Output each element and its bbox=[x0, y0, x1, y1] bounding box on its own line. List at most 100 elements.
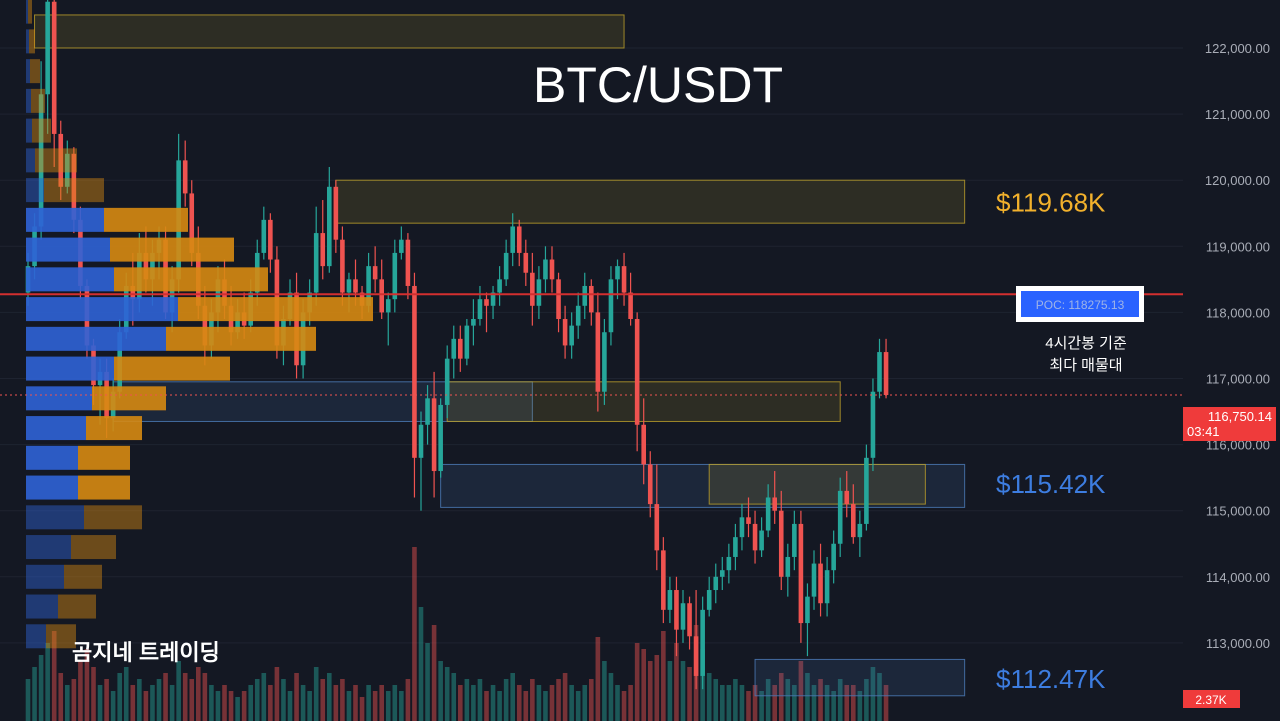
volume-bar bbox=[647, 661, 653, 721]
volume-bar bbox=[150, 685, 155, 721]
candle-body bbox=[189, 193, 195, 253]
volume-bar bbox=[733, 679, 738, 721]
candle-body bbox=[680, 603, 686, 630]
volume-profile-sell bbox=[58, 594, 96, 619]
candle-body bbox=[713, 576, 719, 591]
candle-body bbox=[778, 510, 784, 577]
candle-body bbox=[150, 252, 155, 280]
candle-body bbox=[490, 292, 496, 306]
volume-bar bbox=[78, 661, 83, 721]
candle-body bbox=[444, 358, 450, 405]
volume-bar bbox=[471, 685, 476, 721]
candle-body bbox=[792, 523, 797, 557]
volume-bar bbox=[837, 679, 843, 721]
volume-bar bbox=[759, 691, 764, 721]
volume-bar bbox=[287, 691, 293, 721]
candle-body bbox=[720, 570, 725, 577]
volume-bar bbox=[523, 691, 529, 721]
volume-bar bbox=[123, 667, 129, 721]
candle-body bbox=[458, 338, 463, 359]
volume-badge-label: 2.37K bbox=[1195, 693, 1226, 707]
y-tick-label: 122,000.00 bbox=[1205, 41, 1270, 56]
candle-body bbox=[425, 398, 430, 425]
volume-bar bbox=[274, 667, 280, 721]
volume-profile-buy bbox=[26, 356, 114, 381]
price-axis[interactable]: 113,000.00 114,000.00 115,000.00 116,000.00… bbox=[1183, 0, 1280, 721]
volume-bar bbox=[156, 679, 162, 721]
candle-body bbox=[484, 299, 489, 306]
volume-bar bbox=[189, 679, 195, 721]
volume-profile-sell bbox=[29, 29, 35, 54]
volume-bar bbox=[241, 691, 247, 721]
candle-body bbox=[746, 517, 751, 524]
volume-profile-sell bbox=[86, 416, 142, 441]
price-zone-yellow bbox=[708, 463, 926, 505]
volume-bar bbox=[575, 691, 581, 721]
candle-body bbox=[385, 299, 391, 313]
candle-body bbox=[595, 312, 601, 392]
volume-bar bbox=[549, 685, 555, 721]
volume-bar bbox=[32, 667, 37, 721]
candle-body bbox=[785, 556, 791, 577]
candle-body bbox=[621, 266, 627, 293]
candle-body bbox=[772, 497, 777, 511]
candle-body bbox=[58, 133, 64, 187]
volume-bar bbox=[674, 643, 679, 721]
volume-bar bbox=[444, 667, 450, 721]
volume-profile-sell bbox=[110, 237, 234, 262]
candle-body bbox=[261, 219, 267, 253]
candle-body bbox=[320, 233, 326, 267]
candle-body bbox=[71, 153, 77, 220]
level-label: $112.47K bbox=[996, 664, 1106, 694]
volume-bar bbox=[589, 679, 594, 721]
volume-profile-buy bbox=[26, 0, 28, 24]
volume-bar bbox=[831, 691, 836, 721]
candle-body bbox=[877, 352, 882, 392]
volume-profile-buy bbox=[26, 386, 92, 411]
candle-body bbox=[471, 319, 476, 326]
volume-bar bbox=[484, 691, 489, 721]
volume-bar bbox=[261, 673, 267, 721]
y-tick-label: 113,000.00 bbox=[1206, 636, 1270, 651]
volume-profile-buy bbox=[26, 535, 71, 560]
volume-bar bbox=[196, 667, 201, 721]
volume-bar bbox=[608, 673, 614, 721]
volume-bar bbox=[222, 685, 227, 721]
volume-bar bbox=[38, 655, 44, 721]
volume-bar bbox=[228, 691, 234, 721]
volume-profile-buy bbox=[26, 564, 64, 589]
volume-bar bbox=[543, 691, 548, 721]
price-zone-yellow bbox=[34, 14, 625, 49]
volume-profile-buy bbox=[26, 267, 114, 292]
volume-profile-sell bbox=[71, 535, 116, 560]
volume-bar bbox=[805, 673, 810, 721]
candle-body bbox=[837, 490, 843, 544]
volume-profile-buy bbox=[26, 416, 86, 441]
candle-body bbox=[327, 186, 332, 267]
volume-profile-buy bbox=[26, 88, 31, 113]
volume-profile-sell bbox=[30, 59, 40, 84]
volume-profile-buy bbox=[26, 118, 32, 143]
volume-bar bbox=[385, 691, 391, 721]
candle-body bbox=[477, 299, 483, 320]
price-zone-blue bbox=[754, 658, 966, 697]
candle-body bbox=[805, 596, 810, 624]
poc-badge-label: POC: 118275.13 bbox=[1036, 298, 1125, 312]
price-zone-blue bbox=[112, 381, 533, 422]
volume-bar bbox=[562, 673, 568, 721]
volume-bar bbox=[366, 685, 371, 721]
y-tick-label: 117,000.00 bbox=[1206, 372, 1270, 387]
volume-bar bbox=[792, 685, 797, 721]
candle-body bbox=[372, 266, 378, 280]
volume-bar bbox=[405, 679, 411, 721]
volume-bar bbox=[569, 685, 574, 721]
volume-bar bbox=[772, 685, 777, 721]
volume-profile-sell bbox=[78, 445, 130, 470]
candle-body bbox=[824, 570, 830, 604]
volume-bar bbox=[824, 685, 830, 721]
volume-profile-sell bbox=[84, 505, 142, 530]
volume-bar bbox=[235, 697, 240, 721]
volume-profile-sell bbox=[32, 118, 51, 143]
candle-body bbox=[628, 292, 633, 320]
